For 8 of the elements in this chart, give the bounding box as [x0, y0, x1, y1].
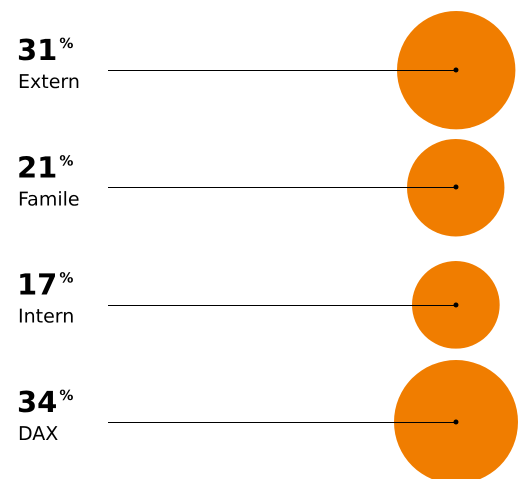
- data-label: 34%: [17, 384, 74, 419]
- category-label: Extern: [18, 71, 80, 94]
- category-label: DAX: [18, 422, 58, 445]
- data-label: 21%: [17, 150, 74, 184]
- category-label: Famile: [18, 188, 80, 210]
- category-label: Intern: [18, 306, 74, 328]
- data-label: 17%: [17, 268, 74, 302]
- data-label: 31%: [17, 33, 74, 68]
